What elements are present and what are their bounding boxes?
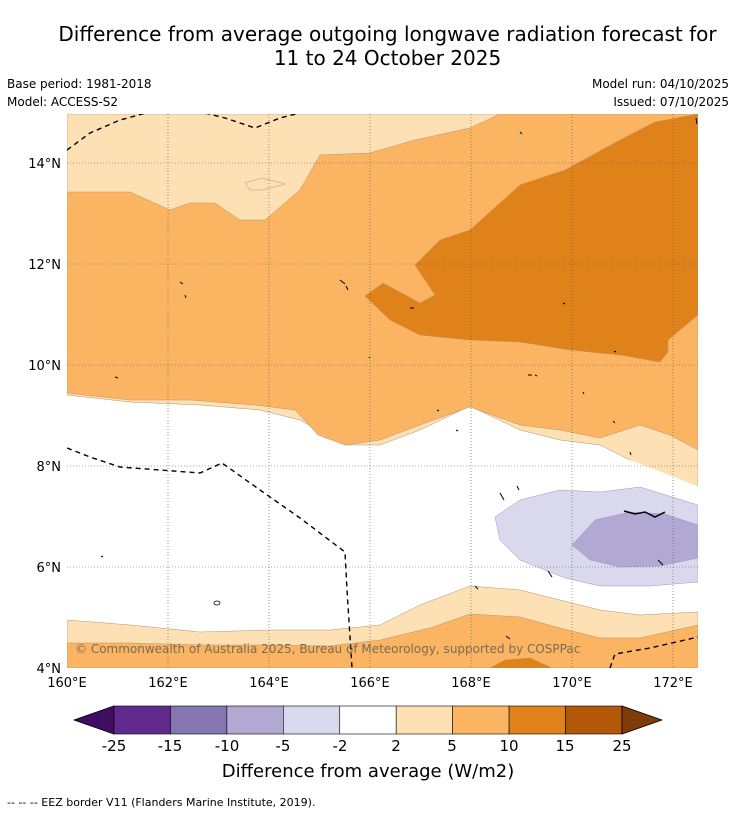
colorbar-label: Difference from average (W/m2) [221, 761, 515, 782]
lon-label-166e: 166°E [350, 676, 390, 691]
colorbar-segment [565, 705, 623, 735]
colorbar-tick: 15 [555, 737, 574, 755]
colorbar-tick: -5 [276, 737, 291, 755]
anomaly-region-10-15-south [489, 657, 553, 668]
colorbar-segment [339, 705, 397, 735]
meta-right: Model run: 04/10/2025 Issued: 07/10/2025 [592, 75, 729, 111]
lon-label-170e: 170°E [552, 676, 592, 691]
gridlines [67, 114, 698, 668]
anomaly-region-10-15 [364, 114, 698, 363]
islands [100, 117, 698, 640]
atoll-outline [623, 510, 666, 518]
model-name: Model: ACCESS-S2 [7, 95, 119, 109]
lon-label-172e: 172°E [653, 676, 693, 691]
colorbar [72, 705, 664, 735]
anomaly-region-5-10-south [67, 613, 698, 668]
lat-label-6n: 6°N [37, 561, 62, 576]
lat-label-10n: 10°N [28, 359, 61, 374]
eez-footnote: -- -- -- EEZ border V11 (Flanders Marine… [7, 796, 316, 809]
copyright-notice: © Commonwealth of Australia 2025, Bureau… [75, 642, 580, 656]
title-line-1: Difference from average outgoing longwav… [58, 22, 717, 46]
colorbar-tick: 10 [499, 737, 518, 755]
chart-title: Difference from average outgoing longwav… [0, 22, 736, 70]
lat-label-8n: 8°N [37, 460, 62, 475]
lon-label-168e: 168°E [451, 676, 491, 691]
lat-labels: 14°N 12°N 10°N 8°N 6°N 4°N [28, 157, 61, 677]
issued-date: Issued: 07/10/2025 [613, 95, 729, 109]
colorbar-tick: -15 [158, 737, 183, 755]
colorbar-ticks: -25 -15 -10 -5 -2 2 5 10 15 25 [102, 737, 632, 755]
anomaly-island-2-5 [244, 177, 286, 191]
colorbar-tick: -10 [215, 737, 240, 755]
map-plot-area: © Commonwealth of Australia 2025, Bureau… [67, 114, 698, 668]
lat-label-14n: 14°N [28, 157, 61, 172]
colorbar-segment [452, 705, 510, 735]
island-outline [213, 600, 221, 606]
meta-left: Base period: 1981-2018 Model: ACCESS-S2 [7, 75, 152, 111]
lon-label-160e: 160°E [47, 676, 87, 691]
colorbar-tick: -2 [333, 737, 348, 755]
anomaly-region-neutral [67, 433, 698, 632]
colorbar-segment [113, 705, 171, 735]
anomaly-region-neg-5-10 [571, 511, 698, 568]
lon-label-162e: 162°E [148, 676, 188, 691]
colorbar-segment [508, 705, 566, 735]
base-period: Base period: 1981-2018 [7, 77, 152, 91]
colorbar-segment [170, 705, 228, 735]
colorbar-extend-min [72, 705, 115, 735]
lat-label-4n: 4°N [37, 662, 62, 677]
colorbar-tick: 25 [612, 737, 631, 755]
colorbar-tick: 2 [391, 737, 401, 755]
lon-label-164e: 164°E [249, 676, 289, 691]
colorbar-tick: 5 [447, 737, 457, 755]
lat-label-12n: 12°N [28, 258, 61, 273]
lon-labels: 160°E 162°E 164°E 166°E 168°E 170°E 172°… [47, 676, 693, 691]
colorbar-tick: -25 [102, 737, 127, 755]
eez-borders [67, 114, 698, 668]
colorbar-extend-max [621, 705, 664, 735]
colorbar-segment [226, 705, 284, 735]
colorbar-segment [395, 705, 453, 735]
colorbar-segment [283, 705, 341, 735]
title-line-2: 11 to 24 October 2025 [273, 46, 502, 70]
model-run: Model run: 04/10/2025 [591, 77, 729, 91]
